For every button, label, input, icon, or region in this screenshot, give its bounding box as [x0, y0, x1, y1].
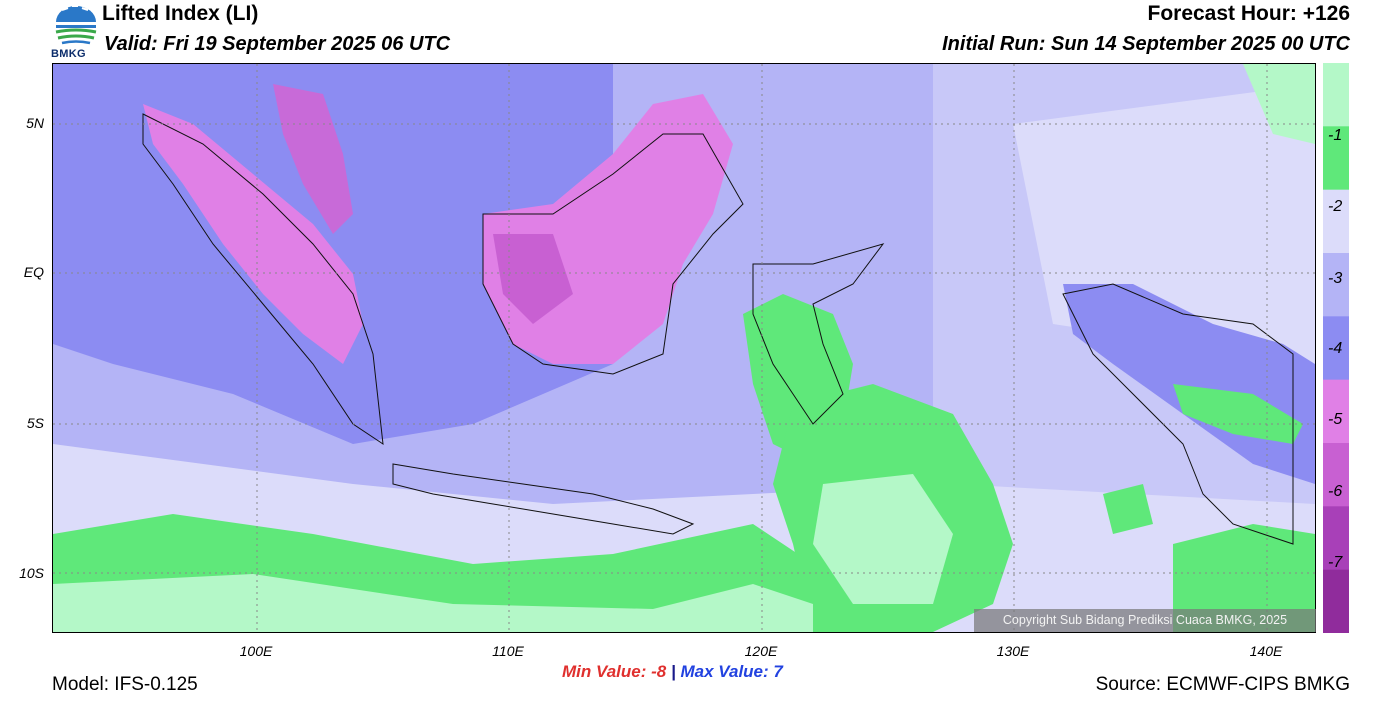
logo-text: BMKG [51, 48, 86, 60]
data-source: Source: ECMWF-CIPS BMKG [1095, 674, 1350, 695]
map-title: Lifted Index (LI) [102, 2, 259, 25]
lat-label-5s: 5S [26, 415, 44, 431]
colorbar-label-minus3: -3 [1328, 270, 1343, 287]
forecast-hour: Forecast Hour: +126 [1147, 2, 1351, 25]
colorbar-swatch [1323, 569, 1349, 634]
colorbar [1323, 63, 1349, 634]
min-value-label: Min Value: [562, 662, 647, 681]
max-value: 7 [773, 662, 783, 681]
colorbar-swatch [1323, 253, 1349, 317]
colorbar-swatch [1323, 379, 1349, 444]
lon-label-100e: 100E [239, 643, 273, 659]
max-value-label: Max Value: [680, 662, 769, 681]
colorbar-label-minus4: -4 [1328, 340, 1343, 357]
valid-time: Valid: Fri 19 September 2025 06 UTC [104, 33, 451, 55]
lat-label-eq: EQ [23, 264, 44, 280]
copyright-notice: Copyright Sub Bidang Prediksi Cuaca BMKG… [974, 609, 1316, 632]
colorbar-swatch [1323, 506, 1349, 571]
lon-label-120e: 120E [744, 643, 778, 659]
colorbar-label-minus7: -7 [1328, 554, 1343, 571]
colorbar-swatch [1323, 189, 1349, 254]
colorbar-label-minus1: -1 [1328, 127, 1343, 144]
lat-label-5n: 5N [26, 115, 44, 131]
colorbar-label-minus6: -6 [1328, 483, 1343, 500]
min-value: -8 [651, 662, 667, 681]
bmkg-logo-icon [52, 0, 100, 60]
initial-run: Initial Run: Sun 14 September 2025 00 UT… [942, 33, 1350, 55]
colorbar-swatches [1323, 63, 1349, 634]
lat-label-10s: 10S [19, 565, 44, 581]
colorbar-label-minus5: -5 [1328, 411, 1343, 428]
colorbar-swatch [1323, 443, 1349, 507]
lon-label-140e: 140E [1249, 643, 1283, 659]
stats-separator: | [670, 662, 676, 681]
colorbar-swatch [1323, 126, 1349, 191]
colorbar-label-minus2: -2 [1328, 198, 1343, 215]
map-panel [52, 63, 1316, 633]
min-max-values: Min Value: -8 | Max Value: 7 [562, 662, 783, 682]
lon-label-110e: 110E [492, 643, 524, 659]
colorbar-swatch [1323, 63, 1349, 127]
lon-label-130e: 130E [996, 643, 1030, 659]
colorbar-swatch [1323, 316, 1349, 381]
lifted-index-field [53, 64, 1315, 632]
model-name: Model: IFS-0.125 [52, 674, 198, 695]
